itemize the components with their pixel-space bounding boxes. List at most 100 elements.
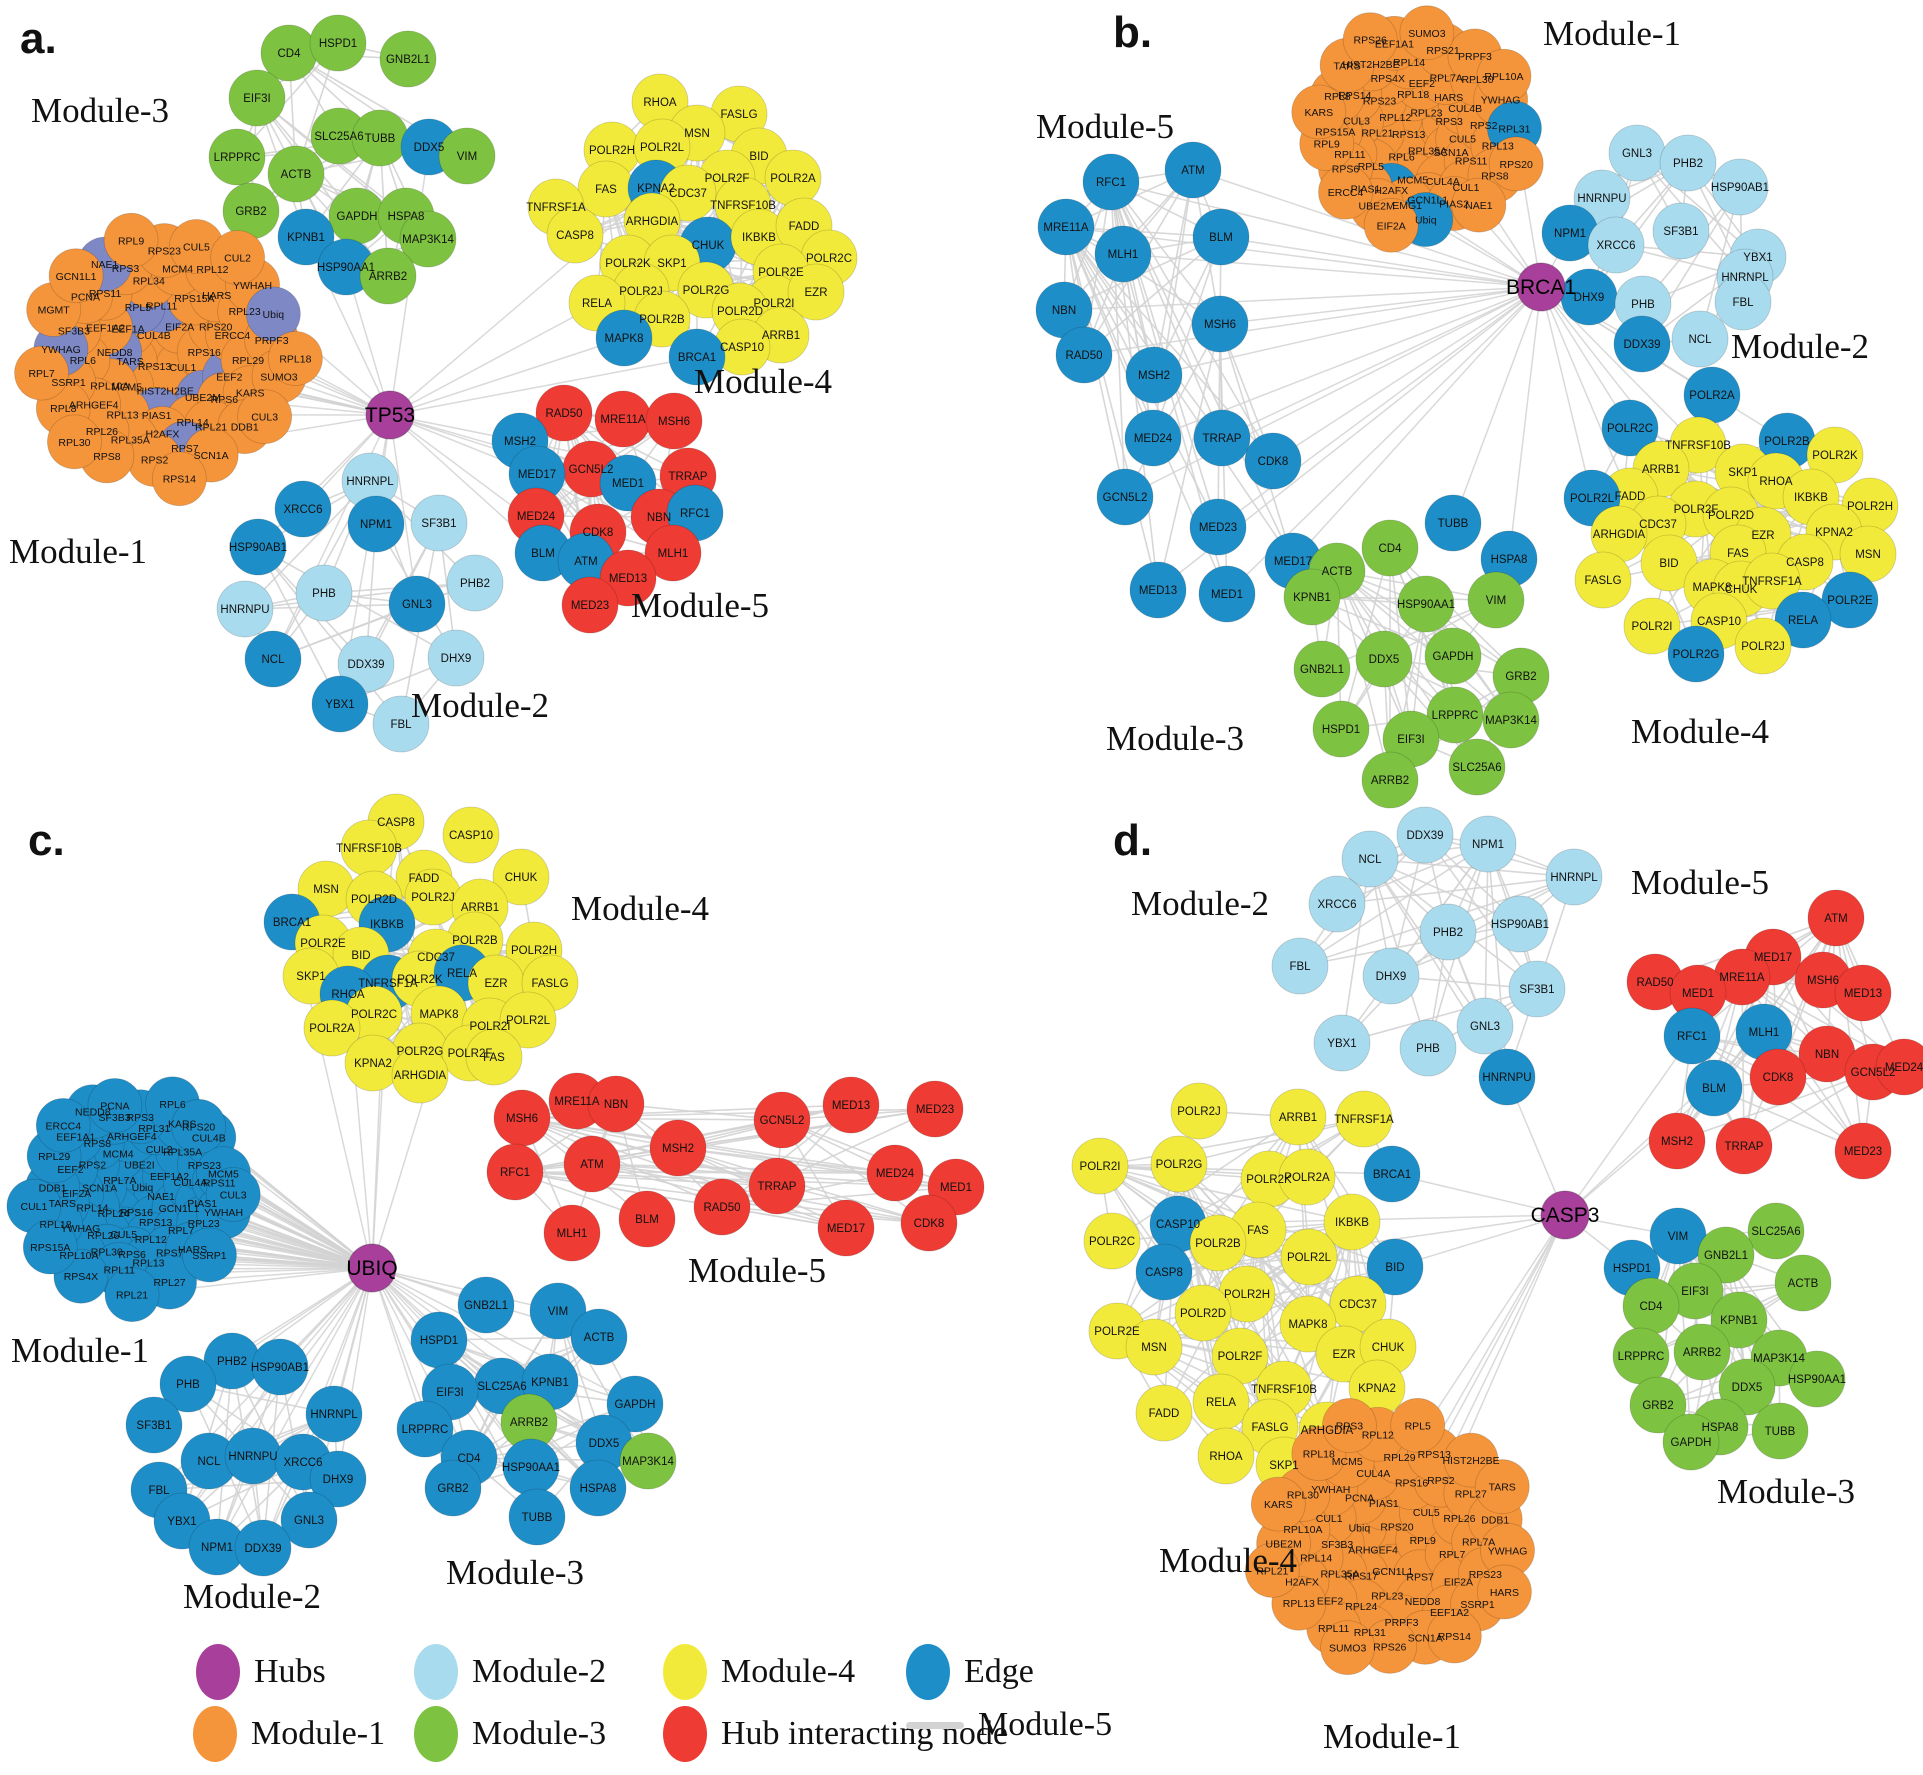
- node-cul3[interactable]: [237, 389, 293, 445]
- node-trrap[interactable]: [748, 1157, 806, 1215]
- node-gnb2l1[interactable]: [457, 1276, 515, 1334]
- node-polr2a[interactable]: [303, 999, 361, 1057]
- node-polr2a[interactable]: [1278, 1148, 1336, 1206]
- node-hspd1[interactable]: [309, 14, 367, 72]
- node-ncl[interactable]: [1341, 830, 1399, 888]
- node-slc25a6[interactable]: [1747, 1202, 1805, 1260]
- node-msh2[interactable]: [649, 1119, 707, 1177]
- node-msh6[interactable]: [1191, 295, 1249, 353]
- node-rps3[interactable]: [1322, 1398, 1377, 1453]
- node-arrb2[interactable]: [1673, 1323, 1731, 1381]
- node-faslg[interactable]: [1574, 551, 1632, 609]
- node-ddx5[interactable]: [1355, 630, 1413, 688]
- node-ncl[interactable]: [1671, 310, 1729, 368]
- node-lrpprc[interactable]: [208, 128, 266, 186]
- node-arrb2[interactable]: [1361, 751, 1419, 809]
- node-med23[interactable]: [561, 576, 619, 634]
- node-med23[interactable]: [1189, 498, 1247, 556]
- node-arrb1[interactable]: [1269, 1088, 1327, 1146]
- node-ddx39[interactable]: [337, 635, 395, 693]
- node-gnl3[interactable]: [1456, 997, 1514, 1055]
- node-kars[interactable]: [1250, 1476, 1306, 1532]
- node-ddx39[interactable]: [234, 1519, 292, 1577]
- node-ddx39[interactable]: [1613, 315, 1671, 373]
- node-phb2[interactable]: [446, 554, 504, 612]
- node-bid[interactable]: [1366, 1238, 1424, 1296]
- node-mlh1[interactable]: [644, 524, 702, 582]
- node-ybx1[interactable]: [1313, 1014, 1371, 1072]
- node-sumo3[interactable]: [1399, 5, 1455, 61]
- node-cul2[interactable]: [210, 230, 266, 285]
- node-gnl3[interactable]: [388, 575, 446, 633]
- node-ercc4[interactable]: [35, 1098, 91, 1153]
- node-hspa8[interactable]: [569, 1459, 627, 1517]
- node-gnb2l1[interactable]: [379, 30, 437, 88]
- node-fbl[interactable]: [372, 695, 430, 753]
- node-mre11a[interactable]: [1037, 198, 1095, 256]
- node-hsp90ab1[interactable]: [229, 518, 287, 576]
- node-phb[interactable]: [1399, 1019, 1457, 1077]
- node-polr2l[interactable]: [1280, 1228, 1338, 1286]
- node-grb2[interactable]: [1629, 1376, 1687, 1434]
- node-npm1[interactable]: [1459, 815, 1517, 873]
- node-atm[interactable]: [1164, 141, 1222, 199]
- node-rpl7[interactable]: [14, 345, 69, 401]
- node-med24[interactable]: [1875, 1038, 1923, 1096]
- node-xrcc6[interactable]: [1587, 216, 1645, 274]
- node-kpnb1[interactable]: [1283, 568, 1341, 626]
- node-hsp90ab1[interactable]: [1491, 895, 1549, 953]
- node-ybx1[interactable]: [311, 675, 369, 733]
- node-hsp90aa1[interactable]: [1788, 1350, 1846, 1408]
- node-sumo3[interactable]: [1320, 1620, 1376, 1676]
- node-fadd[interactable]: [1135, 1384, 1193, 1442]
- node-med17[interactable]: [817, 1199, 875, 1257]
- node-gapdh[interactable]: [1424, 627, 1482, 685]
- node-slc25a6[interactable]: [1448, 738, 1506, 796]
- node-rpl21[interactable]: [1244, 1542, 1300, 1598]
- node-brca1[interactable]: [1363, 1145, 1421, 1203]
- node-rps14[interactable]: [151, 451, 207, 507]
- node-gcn5l2[interactable]: [1096, 468, 1154, 526]
- node-casp8[interactable]: [546, 206, 604, 264]
- node-rpl18[interactable]: [267, 331, 323, 386]
- node-hsp90ab1[interactable]: [251, 1338, 309, 1396]
- node-med1[interactable]: [1198, 565, 1256, 623]
- node-actb[interactable]: [1774, 1254, 1832, 1312]
- node-rfc1[interactable]: [1082, 153, 1140, 211]
- node-rps14[interactable]: [1426, 1608, 1482, 1664]
- node-polr2i[interactable]: [1071, 1137, 1129, 1195]
- node-rad50[interactable]: [1055, 326, 1113, 384]
- node-casp10[interactable]: [442, 806, 500, 864]
- node-mlh1[interactable]: [543, 1204, 601, 1262]
- node-rpl10a[interactable]: [1476, 48, 1532, 104]
- node-grb2[interactable]: [424, 1459, 482, 1517]
- node-ercc4[interactable]: [1318, 164, 1373, 220]
- hub-ubiq[interactable]: [347, 1243, 397, 1293]
- node-gcn1l1[interactable]: [48, 248, 104, 304]
- node-pcna[interactable]: [87, 1078, 143, 1133]
- node-hspd1[interactable]: [1312, 700, 1370, 758]
- node-polr2j[interactable]: [1170, 1082, 1228, 1140]
- node-eif2a[interactable]: [1363, 197, 1419, 253]
- node-brca1[interactable]: [668, 328, 726, 386]
- node-kars[interactable]: [1291, 84, 1347, 140]
- node-ncl[interactable]: [244, 630, 302, 688]
- node-chuk[interactable]: [492, 848, 550, 906]
- node-gapdh[interactable]: [606, 1375, 664, 1433]
- node-map3k14[interactable]: [399, 210, 457, 268]
- node-arrb2[interactable]: [359, 247, 417, 305]
- node-tubb[interactable]: [508, 1488, 566, 1546]
- node-sf3b1[interactable]: [125, 1396, 183, 1454]
- node-actb[interactable]: [570, 1308, 628, 1366]
- node-hnrnpu[interactable]: [1478, 1048, 1536, 1106]
- node-vim[interactable]: [1467, 571, 1525, 629]
- node-rps20[interactable]: [1488, 136, 1544, 192]
- node-med13[interactable]: [822, 1076, 880, 1134]
- node-ssrp1[interactable]: [182, 1227, 237, 1283]
- node-kpnb1[interactable]: [1710, 1291, 1768, 1349]
- node-kpnb1[interactable]: [277, 208, 335, 266]
- node-sf3b1[interactable]: [410, 494, 468, 552]
- hub-tp53[interactable]: [365, 390, 415, 440]
- node-polr2b[interactable]: [1189, 1214, 1247, 1272]
- node-med13[interactable]: [1834, 964, 1892, 1022]
